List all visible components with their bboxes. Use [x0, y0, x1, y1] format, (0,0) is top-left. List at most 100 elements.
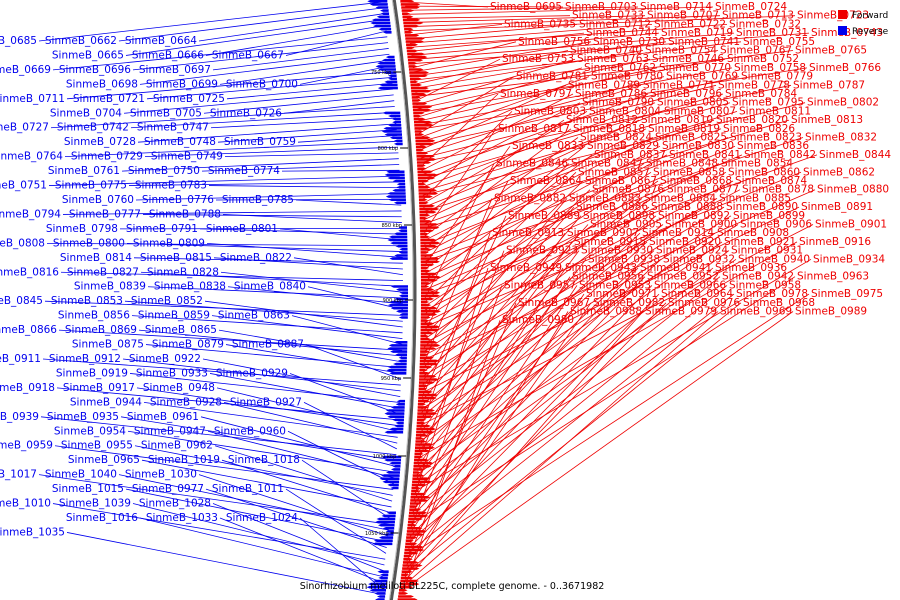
reverse-gene-label[interactable]: SinmeB_0875	[72, 339, 144, 351]
reverse-gene-label[interactable]: SinmeB_1011	[212, 483, 284, 495]
forward-gene-label[interactable]: SinmeB_0932	[663, 253, 735, 265]
reverse-gene-label[interactable]: SinmeB_0879	[152, 339, 224, 351]
reverse-gene-label[interactable]: SinmeB_0751	[0, 180, 47, 192]
forward-gene-label[interactable]: SinmeB_0766	[809, 62, 881, 74]
forward-gene-label[interactable]: SinmeB_0730	[593, 36, 665, 48]
forward-gene-label[interactable]: SinmeB_0753	[502, 53, 574, 65]
forward-gene-label[interactable]: SinmeB_0825	[655, 132, 727, 144]
reverse-gene-label[interactable]: SinmeB_0664	[125, 35, 197, 47]
forward-gene-label[interactable]: SinmeB_0878	[742, 184, 814, 196]
forward-gene-label[interactable]: SinmeB_0880	[817, 184, 889, 196]
reverse-gene-label[interactable]: SinmeB_0726	[210, 107, 282, 119]
forward-gene-label[interactable]: SinmeB_0940	[738, 253, 810, 265]
reverse-gene-label[interactable]: SinmeB_0827	[67, 266, 139, 278]
forward-gene-label[interactable]: SinmeB_0762	[584, 62, 656, 74]
forward-gene-label[interactable]: SinmeB_0854	[721, 158, 793, 170]
forward-gene-label[interactable]: SinmeB_0820	[716, 114, 788, 126]
forward-gene-label[interactable]: SinmeB_0905	[590, 219, 662, 231]
forward-gene-label[interactable]: SinmeB_0924	[656, 245, 728, 257]
reverse-gene-label[interactable]: SinmeB_0777	[69, 208, 141, 220]
forward-gene-label[interactable]: SinmeB_0833	[512, 140, 584, 152]
forward-gene-label[interactable]: SinmeB_0844	[819, 149, 891, 161]
forward-gene-label[interactable]: SinmeB_0723	[797, 10, 869, 22]
forward-gene-label[interactable]: SinmeB_0786	[575, 88, 647, 100]
forward-gene-label[interactable]: SinmeB_0930	[581, 245, 653, 257]
forward-gene-label[interactable]: SinmeB_0969	[720, 306, 792, 318]
reverse-gene-label[interactable]: SinmeB_0887	[232, 339, 304, 351]
forward-gene-label[interactable]: SinmeB_0780	[591, 71, 663, 83]
forward-gene-label[interactable]: SinmeB_0771	[643, 79, 715, 91]
reverse-gene-label[interactable]: SinmeB_0859	[138, 310, 210, 322]
reverse-gene-label[interactable]: SinmeB_0776	[142, 194, 214, 206]
reverse-gene-label[interactable]: SinmeB_0700	[226, 78, 298, 90]
forward-gene-label[interactable]: SinmeB_0914	[642, 227, 714, 239]
forward-gene-label[interactable]: SinmeB_0966	[654, 279, 726, 291]
forward-gene-label[interactable]: SinmeB_0949	[490, 262, 562, 274]
forward-gene-label[interactable]: SinmeB_0874	[735, 175, 807, 187]
forward-gene-label[interactable]: SinmeB_0901	[815, 219, 887, 231]
forward-gene-label[interactable]: SinmeB_0931	[731, 245, 803, 257]
forward-gene-label[interactable]: SinmeB_0811	[739, 105, 811, 117]
forward-gene-label[interactable]: SinmeB_0707	[647, 10, 719, 22]
reverse-gene-label[interactable]: SinmeB_0927	[230, 396, 302, 408]
reverse-gene-label[interactable]: SinmeB_0800	[53, 237, 125, 249]
reverse-gene-label[interactable]: SinmeB_1040	[45, 469, 117, 481]
reverse-gene-label[interactable]: SinmeB_0760	[62, 194, 134, 206]
reverse-gene-label[interactable]: SinmeB_1016	[66, 512, 138, 524]
forward-gene-label[interactable]: SinmeB_0892	[658, 210, 730, 222]
forward-gene-label[interactable]: SinmeB_0862	[803, 166, 875, 178]
forward-gene-label[interactable]: SinmeB_0921	[724, 236, 796, 248]
forward-gene-label[interactable]: SinmeB_0837	[594, 149, 666, 161]
forward-gene-label[interactable]: SinmeB_0867	[585, 175, 657, 187]
reverse-gene-label[interactable]: SinmeB_0911	[0, 353, 41, 365]
reverse-gene-label[interactable]: SinmeB_0761	[48, 165, 120, 177]
forward-gene-label[interactable]: SinmeB_0769	[666, 71, 738, 83]
forward-gene-label[interactable]: SinmeB_0915	[574, 236, 646, 248]
forward-gene-label[interactable]: SinmeB_0848	[646, 158, 718, 170]
forward-gene-label[interactable]: SinmeB_0936	[715, 262, 787, 274]
reverse-gene-label[interactable]: SinmeB_0669	[0, 64, 51, 76]
forward-gene-label[interactable]: SinmeB_0989	[795, 306, 867, 318]
forward-gene-label[interactable]: SinmeB_0830	[662, 140, 734, 152]
forward-gene-label[interactable]: SinmeB_0796	[650, 88, 722, 100]
forward-gene-label[interactable]: SinmeB_0790	[582, 97, 654, 109]
forward-gene-label[interactable]: SinmeB_0980	[502, 314, 574, 326]
reverse-gene-label[interactable]: SinmeB_0699	[146, 78, 218, 90]
reverse-gene-label[interactable]: SinmeB_1018	[228, 454, 300, 466]
forward-gene-label[interactable]: SinmeB_0824	[580, 132, 652, 144]
forward-gene-label[interactable]: SinmeB_0807	[664, 105, 736, 117]
forward-gene-label[interactable]: SinmeB_0732	[729, 18, 801, 30]
reverse-gene-label[interactable]: SinmeB_0788	[149, 208, 221, 220]
reverse-gene-label[interactable]: SinmeB_0960	[214, 425, 286, 437]
reverse-gene-label[interactable]: SinmeB_0977	[132, 483, 204, 495]
forward-gene-label[interactable]: SinmeB_0846	[496, 158, 568, 170]
forward-gene-label[interactable]: SinmeB_0957	[504, 279, 576, 291]
reverse-gene-label[interactable]: SinmeB_0839	[74, 281, 146, 293]
reverse-gene-label[interactable]: SinmeB_0965	[68, 454, 140, 466]
forward-gene-label[interactable]: SinmeB_0746	[652, 53, 724, 65]
forward-gene-label[interactable]: SinmeB_0886	[576, 201, 648, 213]
reverse-gene-label[interactable]: SinmeB_1028	[139, 498, 211, 510]
forward-gene-label[interactable]: SinmeB_0756	[518, 36, 590, 48]
forward-gene-label[interactable]: SinmeB_0967	[518, 297, 590, 309]
forward-gene-label[interactable]: SinmeB_0916	[799, 236, 871, 248]
reverse-gene-label[interactable]: SinmeB_1039	[59, 498, 131, 510]
reverse-gene-label[interactable]: SinmeB_0791	[126, 223, 198, 235]
forward-gene-label[interactable]: SinmeB_0864	[510, 175, 582, 187]
forward-gene-label[interactable]: SinmeB_0695	[490, 1, 562, 13]
forward-gene-label[interactable]: SinmeB_0803	[514, 105, 586, 117]
reverse-gene-label[interactable]: SinmeB_0667	[212, 49, 284, 61]
reverse-gene-label[interactable]: SinmeB_0705	[130, 107, 202, 119]
reverse-gene-label[interactable]: SinmeB_0928	[150, 396, 222, 408]
forward-gene-label[interactable]: SinmeB_0804	[589, 105, 661, 117]
reverse-gene-label[interactable]: SinmeB_1010	[0, 498, 51, 510]
forward-gene-label[interactable]: SinmeB_0953	[579, 279, 651, 291]
reverse-gene-label[interactable]: SinmeB_0869	[65, 324, 137, 336]
forward-gene-label[interactable]: SinmeB_0826	[723, 123, 795, 135]
forward-gene-label[interactable]: SinmeB_0907	[567, 227, 639, 239]
reverse-gene-label[interactable]: SinmeB_0783	[135, 180, 207, 192]
reverse-gene-label[interactable]: SinmeB_0853	[51, 295, 123, 307]
reverse-gene-label[interactable]: SinmeB_1030	[125, 469, 197, 481]
reverse-gene-label[interactable]: SinmeB_0933	[136, 367, 208, 379]
forward-gene-label[interactable]: SinmeB_0810	[641, 114, 713, 126]
